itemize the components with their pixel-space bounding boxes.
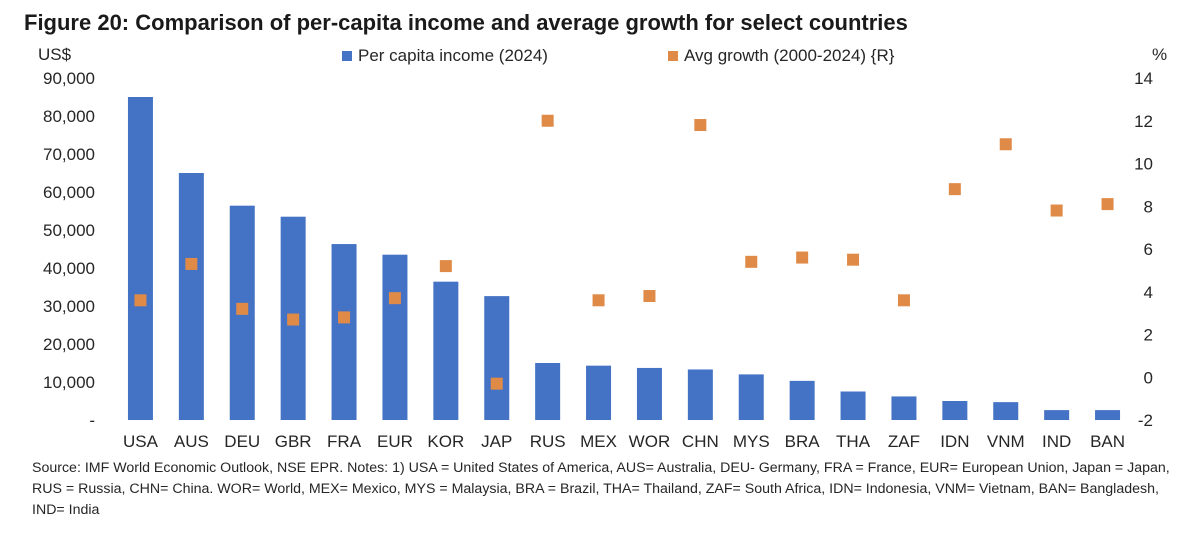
bar <box>178 173 204 420</box>
x-tick-label: MYS <box>733 432 770 451</box>
y-tick-label: 90,000 <box>43 69 95 88</box>
y-tick-label: 50,000 <box>43 221 95 240</box>
growth-marker <box>796 251 809 264</box>
growth-marker <box>948 183 961 196</box>
legend-item-growth: Avg growth (2000-2024) {R} <box>668 46 894 66</box>
bar <box>331 244 357 420</box>
bar <box>942 401 968 420</box>
growth-marker <box>134 294 147 307</box>
bar <box>789 380 815 420</box>
growth-marker <box>185 257 198 270</box>
bar <box>535 363 561 420</box>
x-tick-label: KOR <box>427 432 464 451</box>
y2-tick-label: -2 <box>1138 411 1153 430</box>
growth-marker <box>287 313 300 326</box>
y-tick-label: 30,000 <box>43 297 95 316</box>
growth-marker <box>236 302 249 315</box>
bar <box>586 365 612 420</box>
bar <box>127 97 153 420</box>
bar <box>738 374 764 420</box>
y2-tick-label: 8 <box>1144 197 1153 216</box>
growth-marker <box>897 294 910 307</box>
x-tick-label: WOR <box>629 432 671 451</box>
growth-marker <box>643 290 656 303</box>
x-tick-label: JAP <box>481 432 512 451</box>
bar <box>687 369 713 420</box>
y2-tick-label: 6 <box>1144 240 1153 259</box>
growth-marker <box>694 119 707 132</box>
bar <box>891 396 917 420</box>
legend-label-growth: Avg growth (2000-2024) {R} <box>684 46 895 65</box>
x-tick-label: MEX <box>580 432 617 451</box>
y-tick-label: 60,000 <box>43 183 95 202</box>
y-tick-label: 10,000 <box>43 373 95 392</box>
bar <box>1044 410 1070 420</box>
growth-marker <box>1050 204 1063 217</box>
y-tick-label: 20,000 <box>43 335 95 354</box>
growth-marker <box>745 255 758 268</box>
legend-item-income: Per capita income (2024) <box>342 46 548 66</box>
x-tick-label: RUS <box>530 432 566 451</box>
growth-marker <box>847 253 860 266</box>
y2-tick-label: 2 <box>1144 326 1153 345</box>
bar <box>840 391 866 420</box>
right-axis-unit: % <box>1152 45 1168 64</box>
growth-marker <box>490 377 503 390</box>
growth-marker <box>338 311 351 324</box>
y2-tick-label: 12 <box>1134 112 1153 131</box>
y2-tick-label: 4 <box>1144 283 1153 302</box>
growth-marker <box>999 138 1012 151</box>
x-tick-label: IDN <box>940 432 969 451</box>
x-tick-label: BRA <box>785 432 821 451</box>
x-tick-label: FRA <box>327 432 362 451</box>
growth-marker <box>1101 198 1114 211</box>
x-tick-label: GBR <box>275 432 312 451</box>
bar <box>636 367 662 420</box>
y-tick-label: 40,000 <box>43 259 95 278</box>
source-notes: Source: IMF World Economic Outlook, NSE … <box>32 460 1170 518</box>
growth-marker <box>541 114 554 127</box>
y-tick-label: 70,000 <box>43 145 95 164</box>
x-tick-label: CHN <box>682 432 719 451</box>
growth-marker <box>388 292 401 305</box>
bar <box>484 296 510 420</box>
x-tick-label: DEU <box>224 432 260 451</box>
chart-title: Figure 20: Comparison of per-capita inco… <box>24 10 908 35</box>
x-tick-label: IND <box>1042 432 1071 451</box>
y2-tick-label: 10 <box>1134 155 1153 174</box>
y-tick-label: 80,000 <box>43 107 95 126</box>
x-tick-label: THA <box>836 432 871 451</box>
x-tick-label: ZAF <box>888 432 920 451</box>
legend-swatch-growth <box>668 51 678 61</box>
y2-tick-label: 0 <box>1144 368 1153 387</box>
x-tick-label: AUS <box>174 432 209 451</box>
bar <box>382 254 408 420</box>
y2-tick-label: 14 <box>1134 69 1153 88</box>
x-tick-label: USA <box>123 432 159 451</box>
legend-label-income: Per capita income (2024) <box>358 46 548 65</box>
y-tick-label: - <box>89 411 95 430</box>
bar <box>1095 410 1121 420</box>
left-axis-unit: US$ <box>38 45 72 64</box>
growth-marker <box>439 260 452 273</box>
bar <box>993 402 1019 420</box>
x-tick-label: VNM <box>987 432 1025 451</box>
legend-swatch-income <box>342 51 352 61</box>
growth-marker <box>592 294 605 307</box>
x-tick-label: EUR <box>377 432 413 451</box>
x-tick-label: BAN <box>1090 432 1125 451</box>
bar <box>433 281 459 420</box>
